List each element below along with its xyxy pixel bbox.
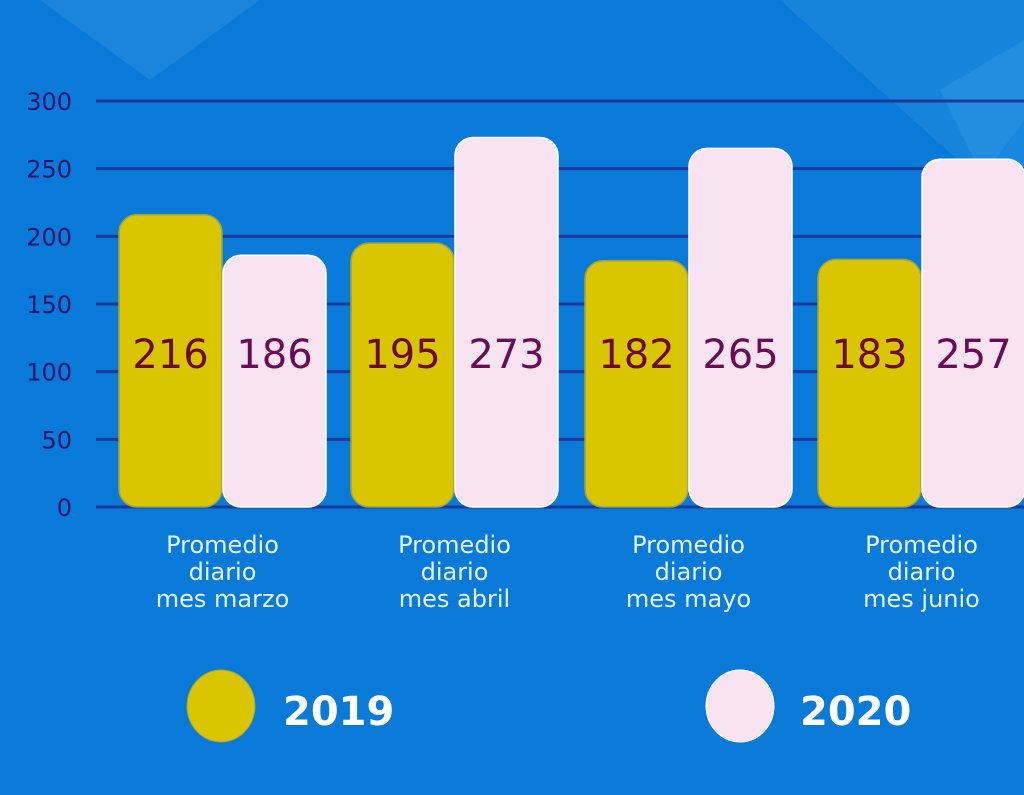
bar-label-2019-2: 182 <box>598 332 674 378</box>
category-label-0-line-2: mes marzo <box>156 585 290 613</box>
category-label-1-line-0: Promedio <box>398 531 511 559</box>
bar-label-2020-3: 257 <box>935 332 1011 378</box>
legend-label-2020: 2020 <box>800 689 911 735</box>
category-label-1-line-1: diario <box>421 558 489 586</box>
category-label-1-line-2: mes abril <box>399 585 510 613</box>
bar-2020-0 <box>222 254 327 508</box>
y-tick-label-0: 0 <box>57 494 72 522</box>
category-label-2-line-1: diario <box>655 558 723 586</box>
y-tick-label-50: 50 <box>41 426 72 454</box>
bar-label-2020-1: 273 <box>468 332 544 378</box>
bar-2020-2 <box>688 147 793 508</box>
category-label-2-line-2: mes mayo <box>626 585 751 613</box>
category-label-3-line-0: Promedio <box>865 531 978 559</box>
y-tick-label-250: 250 <box>26 156 72 184</box>
bar-2019-2 <box>584 259 689 508</box>
bar-value-labels: 216 195 182 183 186 273 265 257 <box>132 332 1011 378</box>
y-tick-label-200: 200 <box>26 223 72 251</box>
y-tick-label-300: 300 <box>26 88 72 116</box>
y-tick-label-150: 150 <box>26 291 72 319</box>
category-label-0-line-0: Promedio <box>166 531 279 559</box>
bar-label-2020-2: 265 <box>702 332 778 378</box>
bar-2020-1 <box>454 136 559 508</box>
category-label-3-line-1: diario <box>888 558 956 586</box>
legend: 2019 2020 <box>186 669 911 743</box>
bar-label-2020-0: 186 <box>236 332 312 378</box>
category-label-3-line-2: mes junio <box>863 585 980 613</box>
bar-2019-1 <box>350 242 455 508</box>
legend-label-2019: 2019 <box>283 689 394 735</box>
y-tick-label-100: 100 <box>26 359 72 387</box>
bar-2019-0 <box>118 213 223 508</box>
bg-shape-top-left <box>40 0 260 80</box>
bar-2019-3 <box>817 258 922 508</box>
bar-label-2019-1: 195 <box>364 332 440 378</box>
legend-swatch-2020 <box>705 669 775 743</box>
legend-swatch-2019 <box>186 669 256 743</box>
bar-2020-3 <box>921 158 1024 508</box>
bar-label-2019-0: 216 <box>132 332 208 378</box>
bars <box>118 136 1024 508</box>
y-axis-ticks: 0 50 100 150 200 250 300 <box>26 88 72 522</box>
category-label-2-line-0: Promedio <box>632 531 745 559</box>
bg-shape-top-right <box>780 0 1024 180</box>
bar-label-2019-3: 183 <box>831 332 907 378</box>
category-label-0-line-1: diario <box>189 558 257 586</box>
